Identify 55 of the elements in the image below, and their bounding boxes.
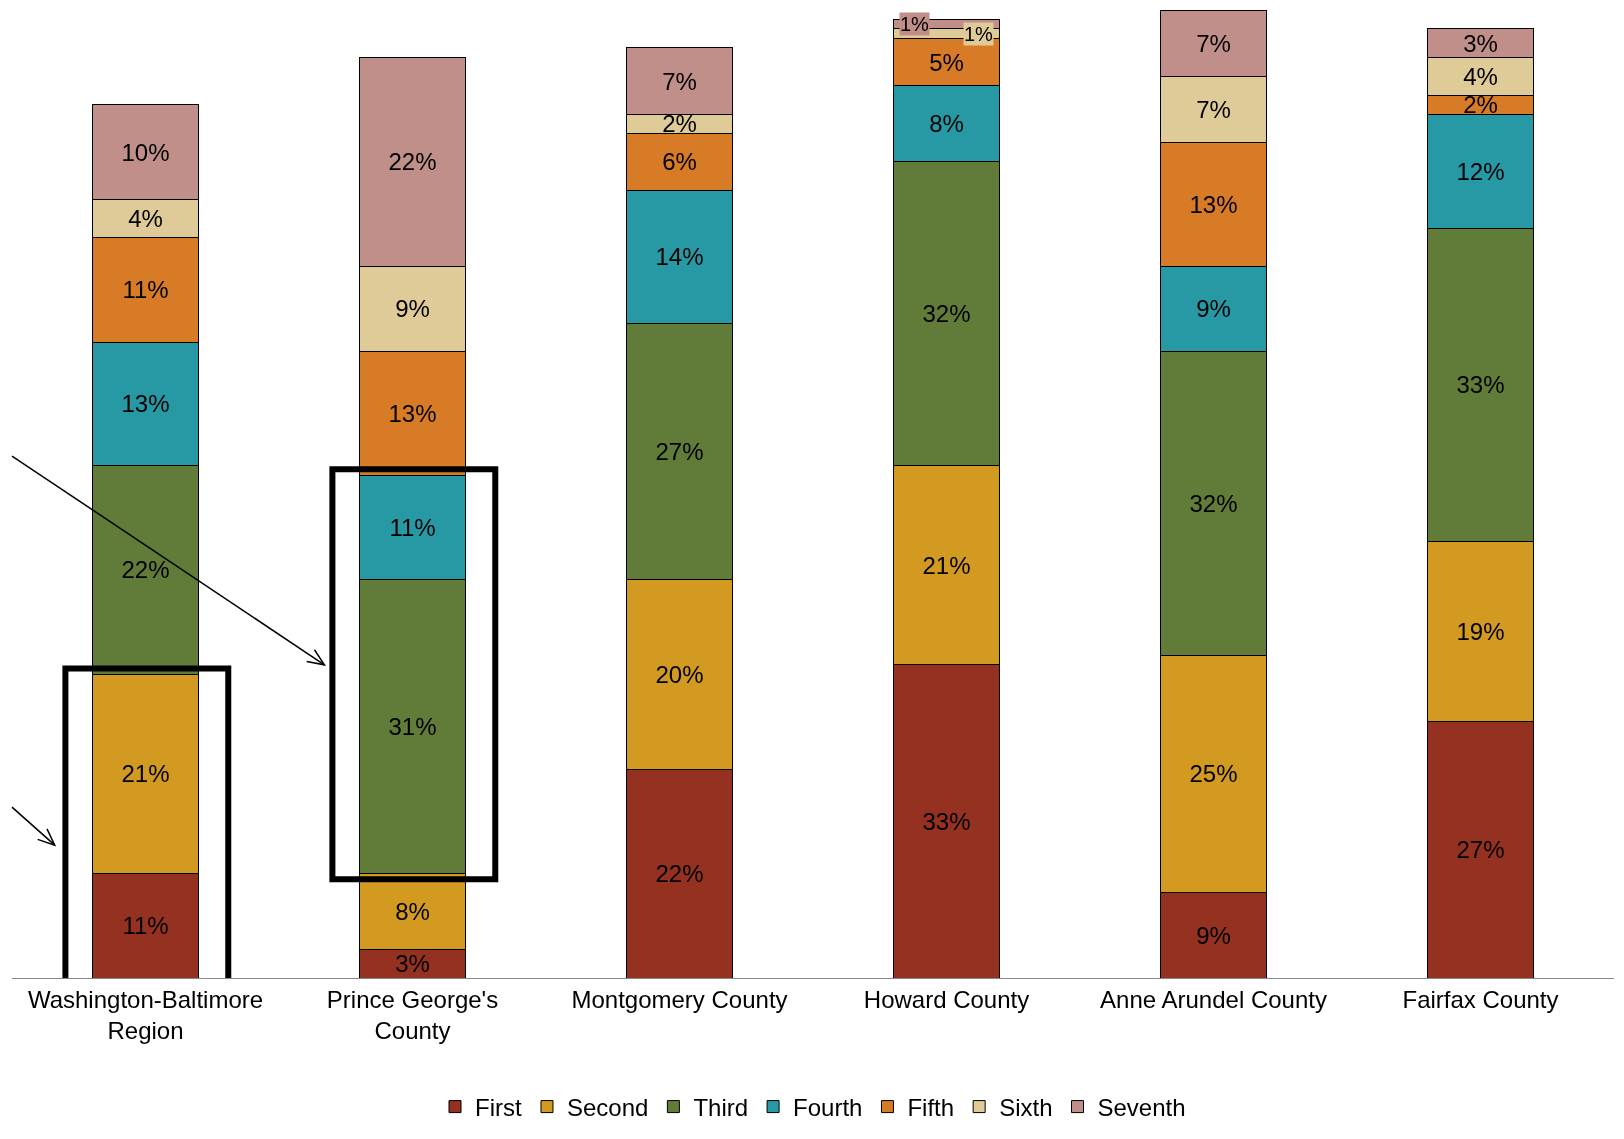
x-tick-label: Montgomery County	[571, 985, 788, 1013]
data-label: 22%	[388, 148, 437, 176]
x-tick-label: Washington-Baltimore Region	[27, 985, 264, 1044]
data-label: 33%	[1456, 371, 1505, 399]
data-label: 32%	[922, 300, 971, 328]
data-label: 11%	[122, 912, 169, 940]
data-label: 4%	[128, 205, 163, 233]
data-label: 8%	[395, 898, 430, 926]
data-label: 13%	[388, 399, 437, 427]
data-label: 7%	[1196, 96, 1231, 124]
data-label: 33%	[922, 807, 971, 835]
data-label: 13%	[1189, 191, 1238, 219]
data-label: 14%	[655, 243, 704, 271]
data-label: 3%	[395, 950, 430, 978]
legend-label: Sixth	[999, 1093, 1053, 1121]
x-tick-label: Anne Arundel County	[1100, 985, 1327, 1013]
data-label: 10%	[121, 138, 170, 166]
data-label: 2%	[1463, 91, 1498, 119]
data-label: 3%	[1463, 29, 1498, 57]
data-label: 31%	[388, 713, 437, 741]
data-label: 19%	[1456, 618, 1505, 646]
data-label: 8%	[929, 110, 964, 138]
data-label: 5%	[929, 48, 964, 76]
data-label: 21%	[922, 551, 971, 579]
data-label: 9%	[1196, 295, 1231, 323]
data-label: 22%	[655, 860, 704, 888]
data-label: 9%	[395, 295, 430, 323]
data-label: 11%	[389, 513, 436, 541]
x-tick-label: Howard County	[863, 985, 1030, 1013]
data-label: 7%	[662, 67, 697, 95]
data-label: 20%	[655, 660, 704, 688]
data-label: 1%	[964, 23, 994, 45]
legend-label: Fifth	[907, 1093, 955, 1121]
x-tick-label: Prince George's County	[326, 985, 499, 1044]
data-label: 13%	[121, 390, 170, 418]
data-label: 4%	[1463, 62, 1498, 90]
data-label: 25%	[1189, 760, 1238, 788]
data-label: 1%	[900, 13, 930, 35]
data-label: 22%	[121, 556, 170, 584]
data-label: 7%	[1196, 29, 1231, 57]
legend-label: First	[475, 1093, 522, 1121]
data-label: 6%	[662, 148, 697, 176]
x-tick-label: Fairfax County	[1402, 985, 1559, 1013]
legend-label: Third	[693, 1093, 749, 1121]
data-label: 27%	[1456, 836, 1505, 864]
data-label: 27%	[655, 437, 704, 465]
data-label: 9%	[1196, 921, 1231, 949]
data-label: 11%	[122, 276, 169, 304]
data-label: 21%	[121, 760, 170, 788]
legend-label: Fourth	[793, 1093, 863, 1121]
legend-label: Second	[566, 1093, 649, 1121]
data-label: 2%	[662, 110, 697, 138]
data-label: 32%	[1189, 489, 1238, 517]
data-label: 12%	[1456, 157, 1505, 185]
legend-label: Seventh	[1097, 1093, 1186, 1121]
